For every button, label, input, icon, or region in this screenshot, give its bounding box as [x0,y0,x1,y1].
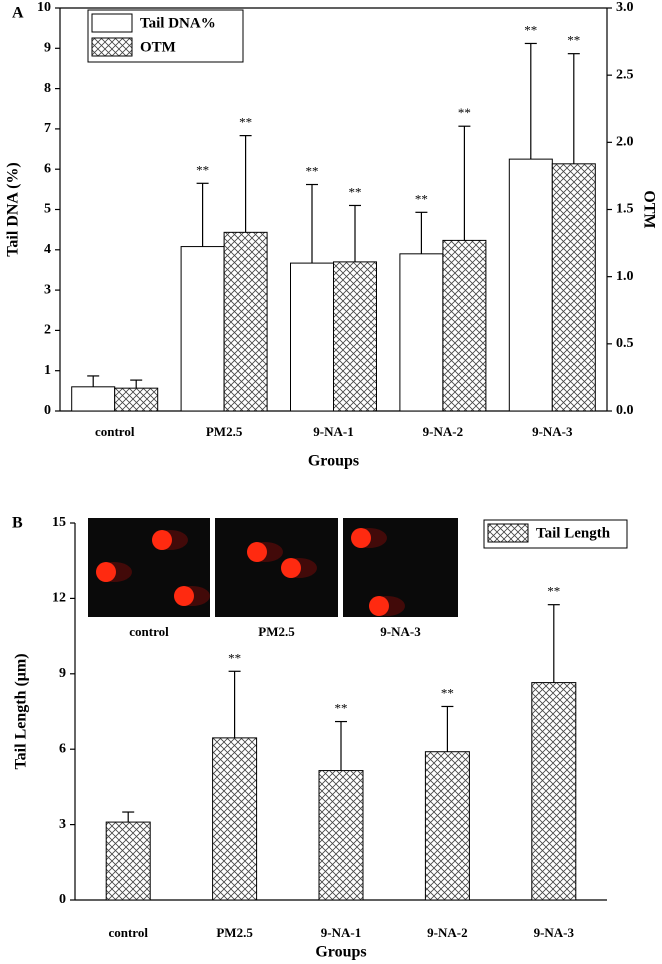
y2-tick-label: 0.5 [616,336,634,351]
y-tick-label: 0 [44,403,51,418]
y-tick-label: 15 [52,515,66,530]
legend-label: Tail Length [536,525,611,541]
x-tick-label: 9-NA-2 [427,925,467,940]
legend-label: OTM [140,39,176,55]
panel-label: A [12,5,24,22]
cell-nucleus [174,586,194,606]
bar [212,737,258,901]
inset-label: PM2.5 [258,624,295,639]
y-tick-label: 6 [59,741,66,756]
cell-nucleus [369,596,389,616]
y-tick-label: 10 [37,0,51,15]
y2-tick-label: 1.5 [616,202,634,217]
significance-label: ** [547,584,560,599]
cell-nucleus [96,562,116,582]
significance-label: ** [239,115,252,130]
significance-label: ** [196,162,209,177]
inset-label: 9-NA-3 [380,624,421,639]
y2-tick-label: 2.0 [616,135,634,150]
y-tick-label: 2 [44,323,51,338]
y-axis-title: Tail Length (μm) [13,653,30,769]
y-tick-label: 8 [44,81,51,96]
y-tick-label: 0 [59,892,66,907]
bar [399,253,444,412]
significance-label: ** [524,22,537,37]
y-tick-label: 4 [44,242,51,257]
bar [223,231,268,412]
y-tick-label: 9 [59,666,66,681]
bar [531,682,577,901]
x-tick-label: 9-NA-1 [313,424,353,439]
x-axis-title: Groups [308,453,359,470]
significance-label: ** [415,191,428,206]
x-tick-label: control [95,424,135,439]
x-tick-label: 9-NA-1 [321,925,361,940]
y-axis-title: Tail DNA (%) [5,162,22,257]
y2-tick-label: 0.0 [616,403,634,418]
cell-nucleus [247,542,267,562]
x-tick-label: PM2.5 [216,925,253,940]
x-tick-label: 9-NA-3 [534,925,575,940]
y2-axis-title: OTM [640,190,657,228]
significance-label: ** [228,650,241,665]
cell-nucleus [351,528,371,548]
y-tick-label: 3 [44,282,51,297]
bar [290,262,334,412]
legend-label: Tail DNA% [140,15,216,31]
bar [333,261,377,412]
bar [71,386,116,412]
inset-image [215,518,338,617]
y-tick-label: 7 [44,121,51,136]
y2-tick-label: 1.0 [616,269,634,284]
bar [180,246,225,412]
x-axis-title: Groups [315,944,366,961]
cell-nucleus [281,558,301,578]
inset-label: control [129,624,169,639]
y-tick-label: 12 [52,591,66,606]
bar [114,387,159,412]
y-tick-label: 1 [44,363,51,378]
x-tick-label: control [108,925,148,940]
legend-swatch [91,13,133,33]
bar [551,163,596,412]
bar [508,158,553,412]
y-tick-label: 3 [59,817,66,832]
panel-label: B [12,515,23,532]
bar [105,821,151,901]
bar [424,751,470,901]
significance-label: ** [306,163,319,178]
bar [442,239,487,412]
y2-tick-label: 3.0 [616,0,634,15]
significance-label: ** [349,184,362,199]
legend-swatch [91,37,133,57]
y-tick-label: 9 [44,41,51,56]
cell-nucleus [152,530,172,550]
significance-label: ** [458,105,471,120]
x-tick-label: 9-NA-3 [532,424,573,439]
bar [318,770,364,901]
legend-swatch [487,523,529,543]
significance-label: ** [441,685,454,700]
significance-label: ** [567,33,580,48]
y-tick-label: 5 [44,202,51,217]
y-tick-label: 6 [44,161,51,176]
x-tick-label: PM2.5 [206,424,243,439]
x-tick-label: 9-NA-2 [423,424,463,439]
significance-label: ** [335,701,348,716]
y2-tick-label: 2.5 [616,67,634,82]
